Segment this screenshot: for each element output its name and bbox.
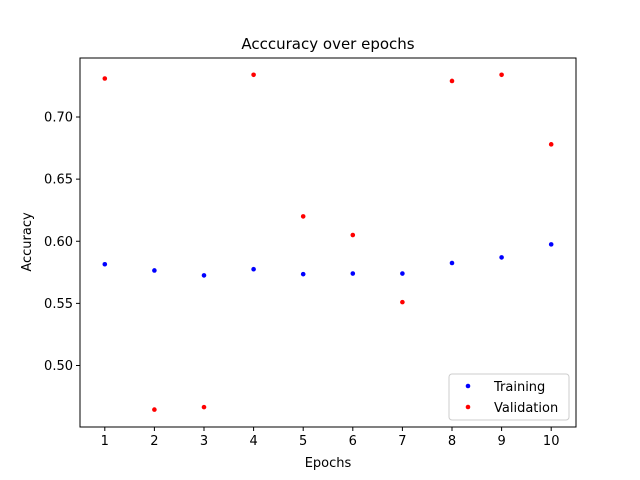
x-tick-label: 7	[398, 434, 406, 449]
data-point-validation	[102, 76, 108, 81]
x-tick-label: 4	[249, 434, 257, 449]
x-tick-label: 8	[448, 434, 456, 449]
data-point-training	[201, 273, 207, 278]
x-tick-label: 1	[101, 434, 109, 449]
y-tick-label: 0.65	[44, 173, 73, 188]
legend-box	[448, 373, 570, 421]
y-tick-label: 0.60	[44, 235, 73, 250]
x-tick-label: 2	[150, 434, 158, 449]
data-point-training	[499, 255, 504, 260]
data-point-validation	[400, 299, 405, 305]
data-point-training	[300, 271, 306, 277]
data-point-validation	[201, 404, 207, 410]
x-tick-label: 3	[200, 434, 208, 449]
y-axis: 0.50 0.55 0.60 0.65 0.70	[44, 111, 80, 374]
data-point-validation	[548, 142, 554, 147]
data-point-training	[350, 271, 356, 276]
data-point-validation	[300, 214, 306, 219]
data-point-training	[152, 268, 157, 273]
data-point-validation	[449, 78, 455, 84]
data-point-training	[400, 271, 405, 276]
data-point-validation	[350, 232, 356, 238]
legend-label-validation: Validation	[494, 401, 558, 416]
data-point-training	[251, 266, 256, 272]
chart-title: Acccuracy over epochs	[241, 35, 414, 53]
x-axis-label: Epochs	[305, 456, 352, 471]
x-tick-label: 9	[497, 434, 505, 449]
legend: Training Validation	[448, 373, 570, 421]
plot-frame	[79, 57, 577, 428]
y-tick-label: 0.70	[44, 111, 73, 126]
x-tick-label: 6	[349, 434, 357, 449]
legend-marker-validation	[465, 404, 471, 410]
data-point-training	[102, 261, 108, 267]
plot-area	[102, 72, 554, 412]
data-point-training	[548, 242, 554, 247]
y-axis-label: Accuracy	[20, 212, 35, 272]
data-point-validation	[499, 72, 504, 78]
y-tick-label: 0.55	[44, 297, 73, 312]
y-tick-label: 0.50	[44, 359, 73, 374]
legend-label-training: Training	[493, 380, 545, 395]
series-training	[102, 242, 554, 278]
legend-marker-training	[465, 383, 471, 389]
x-axis: 1 2 3 4 5 6 7 8 9 10	[101, 427, 560, 449]
data-point-validation	[251, 72, 256, 78]
series-validation	[102, 72, 554, 412]
x-tick-label: 5	[299, 434, 307, 449]
data-point-validation	[152, 407, 157, 412]
data-point-training	[449, 260, 455, 266]
x-tick-label: 10	[543, 434, 560, 449]
